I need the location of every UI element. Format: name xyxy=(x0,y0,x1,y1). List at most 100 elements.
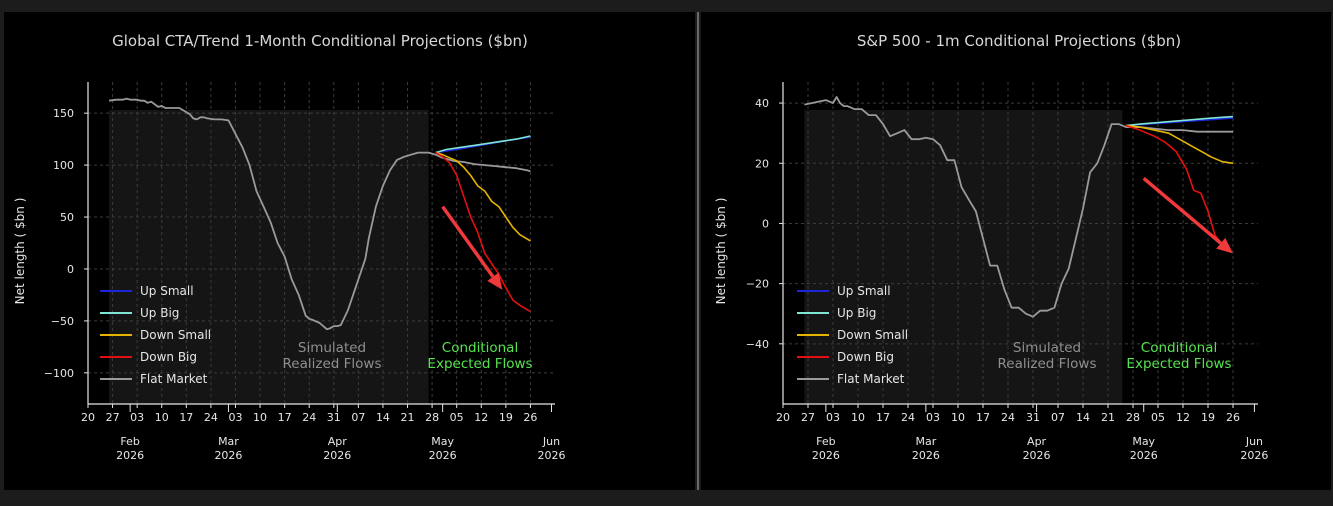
x-tick-label: 28 xyxy=(425,411,439,424)
month-label: Jun xyxy=(1245,435,1263,448)
x-tick-label: 17 xyxy=(179,411,193,424)
conditional-label-line2: Expected Flows xyxy=(427,356,532,372)
month-label: Mar xyxy=(218,435,239,448)
simulated-label-line1: Simulated xyxy=(298,340,366,356)
month-label: Mar xyxy=(915,435,936,448)
y-tick-label: 20 xyxy=(755,157,769,170)
series-line-down-big xyxy=(435,151,531,313)
month-label: May xyxy=(431,435,454,448)
month-year-label: 2026 xyxy=(537,449,565,462)
conditional-label-line2: Expected Flows xyxy=(1126,356,1231,372)
global-cta-chart: Global CTA/Trend 1-Month Conditional Pro… xyxy=(13,32,565,462)
x-tick-label: 10 xyxy=(155,411,169,424)
legend-label: Down Big xyxy=(140,350,197,364)
x-tick-label: 12 xyxy=(1176,411,1190,424)
x-tick-label: 03 xyxy=(228,411,242,424)
month-year-label: 2026 xyxy=(1240,449,1268,462)
conditional-label-line1: Conditional xyxy=(1141,340,1217,356)
y-tick-label: −40 xyxy=(746,338,769,351)
x-tick-label: 19 xyxy=(1201,411,1215,424)
series-line-up-big xyxy=(435,135,531,154)
y-axis-label: Net length ( $bn ) xyxy=(13,198,27,305)
x-tick-label: 12 xyxy=(474,411,488,424)
series-line-flat-market xyxy=(108,97,531,331)
x-tick-label: 10 xyxy=(951,411,965,424)
x-tick-label: 05 xyxy=(1151,411,1165,424)
legend-label: Down Small xyxy=(837,328,908,342)
x-tick-label: 24 xyxy=(204,411,218,424)
month-year-label: 2026 xyxy=(116,449,144,462)
y-tick-label: −100 xyxy=(44,367,74,380)
legend-label: Up Small xyxy=(140,284,194,298)
global-cta-chart-panel: Global CTA/Trend 1-Month Conditional Pro… xyxy=(4,12,695,490)
x-tick-label: 03 xyxy=(826,411,840,424)
month-year-label: 2026 xyxy=(1023,449,1051,462)
sp500-chart: S&P 500 - 1m Conditional Projections ($b… xyxy=(714,32,1268,462)
x-tick-label: 17 xyxy=(876,411,890,424)
simulated-label-line1: Simulated xyxy=(1013,340,1081,356)
x-tick-label: 24 xyxy=(1001,411,1015,424)
x-tick-label: 20 xyxy=(776,411,790,424)
month-year-label: 2026 xyxy=(429,449,457,462)
x-tick-label: 27 xyxy=(106,411,120,424)
x-tick-label: 14 xyxy=(376,411,390,424)
x-tick-label: 19 xyxy=(499,411,513,424)
chart-title: S&P 500 - 1m Conditional Projections ($b… xyxy=(857,32,1181,50)
y-tick-label: 0 xyxy=(762,217,769,230)
x-tick-label: 24 xyxy=(901,411,915,424)
simulated-label-line2: Realized Flows xyxy=(283,356,382,372)
x-tick-label: 03 xyxy=(926,411,940,424)
conditional-label-line1: Conditional xyxy=(442,340,518,356)
month-label: Feb xyxy=(816,435,835,448)
legend-label: Up Big xyxy=(837,306,876,320)
y-axis-label: Net length ( $bn ) xyxy=(714,198,728,305)
month-year-label: 2026 xyxy=(912,449,940,462)
legend-label: Down Big xyxy=(837,350,894,364)
x-tick-label: 03 xyxy=(130,411,144,424)
y-tick-label: 40 xyxy=(755,97,769,110)
month-label: May xyxy=(1132,435,1155,448)
series-line-down-small xyxy=(1125,124,1234,165)
x-tick-label: 21 xyxy=(1101,411,1115,424)
x-tick-label: 26 xyxy=(1226,411,1240,424)
y-tick-label: −20 xyxy=(746,278,769,291)
x-tick-label: 17 xyxy=(976,411,990,424)
x-tick-label: 31 xyxy=(327,411,341,424)
month-label: Apr xyxy=(328,435,348,448)
x-tick-label: 14 xyxy=(1076,411,1090,424)
panel-divider xyxy=(697,12,699,490)
month-label: Feb xyxy=(120,435,139,448)
legend-label: Flat Market xyxy=(837,372,905,386)
legend-label: Down Small xyxy=(140,328,211,342)
x-tick-label: 27 xyxy=(801,411,815,424)
month-label: Jun xyxy=(542,435,560,448)
y-tick-label: 150 xyxy=(53,107,74,120)
series-line-up-big xyxy=(1125,115,1234,127)
legend-label: Flat Market xyxy=(140,372,208,386)
x-tick-label: 10 xyxy=(253,411,267,424)
x-tick-label: 07 xyxy=(351,411,365,424)
x-tick-label: 10 xyxy=(851,411,865,424)
realized-region-shade xyxy=(804,110,1123,404)
month-year-label: 2026 xyxy=(812,449,840,462)
trend-arrow-head xyxy=(1216,237,1233,254)
series-line-flat-market xyxy=(804,96,1233,318)
chart-title: Global CTA/Trend 1-Month Conditional Pro… xyxy=(112,32,528,50)
legend-label: Up Big xyxy=(140,306,179,320)
x-tick-label: 07 xyxy=(1051,411,1065,424)
x-tick-label: 20 xyxy=(81,411,95,424)
simulated-label-line2: Realized Flows xyxy=(998,356,1097,372)
trend-arrow-shaft xyxy=(441,205,495,278)
series-line-down-big xyxy=(1125,124,1223,245)
trend-arrow-shaft xyxy=(1142,176,1222,245)
x-tick-label: 21 xyxy=(401,411,415,424)
realized-region-shade xyxy=(109,110,429,404)
y-tick-label: 0 xyxy=(67,263,74,276)
month-year-label: 2026 xyxy=(1130,449,1158,462)
x-tick-label: 17 xyxy=(278,411,292,424)
y-tick-label: 50 xyxy=(60,211,74,224)
sp500-chart-panel: S&P 500 - 1m Conditional Projections ($b… xyxy=(701,12,1331,490)
month-year-label: 2026 xyxy=(214,449,242,462)
y-tick-label: −50 xyxy=(51,315,74,328)
legend-label: Up Small xyxy=(837,284,891,298)
